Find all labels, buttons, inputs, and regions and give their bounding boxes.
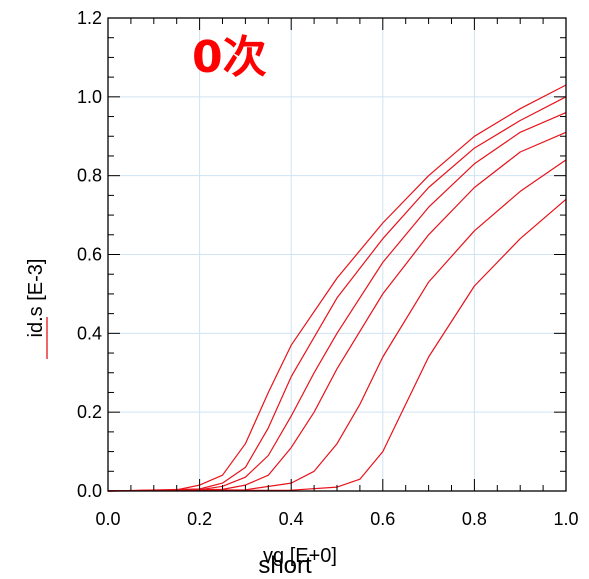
overlay-label: short — [258, 552, 312, 579]
chart-annotation: 0次 — [192, 32, 267, 83]
y-tick-label: 1.2 — [77, 8, 102, 28]
series-lines — [107, 84, 567, 492]
x-tick-label: 0.0 — [95, 509, 120, 529]
x-tick-label: 0.6 — [370, 509, 395, 529]
x-tick-label: 1.0 — [553, 509, 578, 529]
series-line-6 — [107, 198, 567, 492]
x-tick-label: 0.8 — [462, 509, 487, 529]
series-line-4 — [107, 131, 567, 492]
x-tick-label: 0.2 — [187, 509, 212, 529]
axis-ticks — [107, 17, 567, 492]
y-tick-label: 0.8 — [77, 166, 102, 186]
y-tick-label: 0.6 — [77, 245, 102, 265]
y-tick-label: 0.4 — [77, 323, 102, 343]
grid-lines — [108, 18, 566, 491]
y-tick-label: 0.0 — [77, 481, 102, 501]
series-line-2 — [107, 96, 567, 492]
series-line-5 — [107, 159, 567, 492]
x-tick-labels: 0.0 0.2 0.4 0.6 0.8 1.0 — [95, 509, 578, 529]
y-tick-label: 1.0 — [77, 87, 102, 107]
y-tick-labels: 0.0 0.2 0.4 0.6 0.8 1.0 1.2 — [77, 8, 102, 501]
y-tick-label: 0.2 — [77, 402, 102, 422]
x-axis-label: vg [E+0] — [263, 545, 337, 567]
y-axis-label: id.s [E-3] — [25, 259, 47, 338]
series-line-1 — [107, 84, 567, 492]
x-tick-label: 0.4 — [279, 509, 304, 529]
